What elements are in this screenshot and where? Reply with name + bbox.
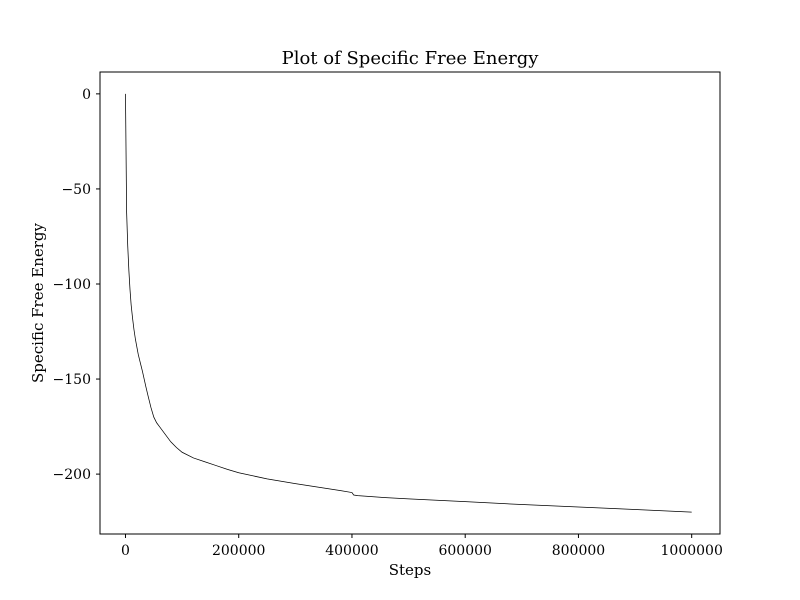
y-tick-label: 0 — [82, 87, 91, 103]
y-tick-label: −200 — [53, 467, 91, 483]
x-tick-label: 200000 — [212, 543, 265, 559]
x-tick-label: 0 — [121, 543, 130, 559]
y-tick-label: −100 — [53, 277, 91, 293]
x-axis-ticks: 0 200000 400000 600000 800000 1000000 — [121, 534, 723, 559]
y-axis-label: Specific Free Energy — [29, 222, 47, 382]
y-tick-label: −50 — [61, 182, 91, 198]
chart-title: Plot of Specific Free Energy — [282, 48, 540, 69]
plot-area-frame — [99, 71, 721, 535]
x-axis-label: Steps — [389, 561, 431, 579]
x-tick-label: 800000 — [552, 543, 605, 559]
series-line-specific-free-energy — [125, 93, 692, 513]
x-tick-label: 600000 — [438, 543, 491, 559]
y-tick-label: −150 — [53, 372, 91, 388]
x-tick-label: 1000000 — [661, 543, 723, 559]
y-axis-ticks: 0 −50 −100 −150 −200 — [53, 87, 100, 483]
x-tick-label: 400000 — [325, 543, 378, 559]
